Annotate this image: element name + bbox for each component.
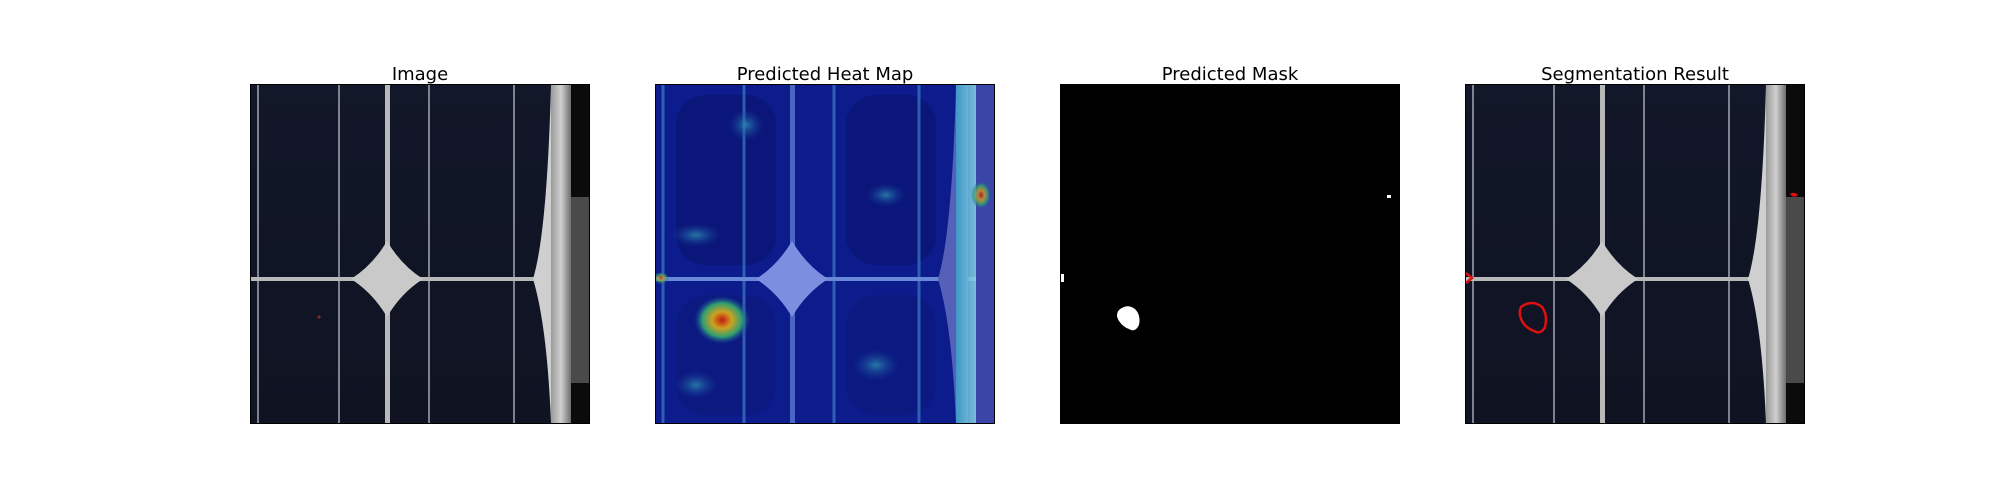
mask-panel: Predicted Mask	[1060, 64, 1400, 432]
image-panel: Image	[250, 64, 590, 432]
panel-title: Segmentation Result	[1541, 64, 1729, 85]
solar-cell-image	[250, 84, 590, 424]
heatmap-image	[655, 84, 995, 424]
heatmap-panel: Predicted Heat Map	[655, 64, 995, 432]
mask-image	[1060, 84, 1400, 424]
panel-title: Predicted Heat Map	[736, 64, 914, 85]
panel-title: Image	[391, 64, 449, 85]
segmentation-panel: Segmentation Result	[1465, 64, 1805, 432]
panel-title: Predicted Mask	[1161, 64, 1299, 85]
segmentation-image	[1465, 84, 1805, 424]
